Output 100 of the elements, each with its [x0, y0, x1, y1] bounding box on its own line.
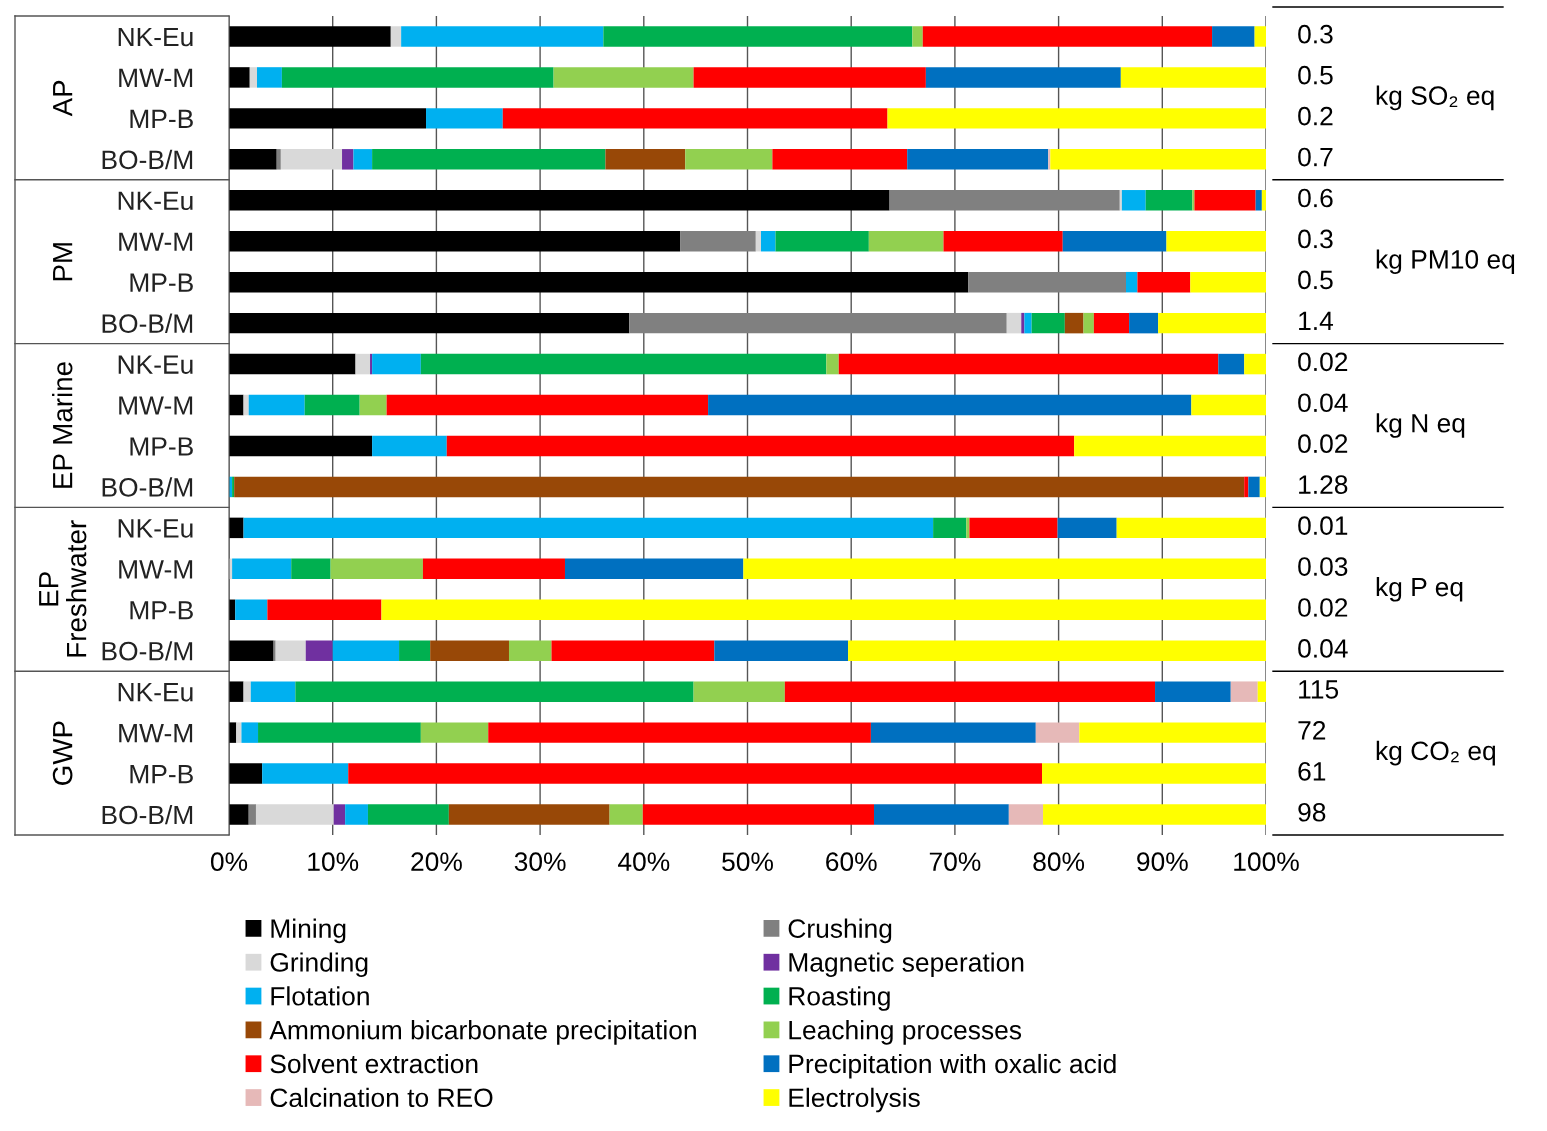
bar [708, 394, 1192, 416]
bar [1031, 312, 1065, 334]
bar [629, 312, 1007, 334]
bar [1254, 26, 1266, 47]
legend-label: Precipitation with oxalic acid [789, 1053, 1116, 1079]
y-tick-label: NK-Eu [118, 27, 193, 47]
text: kg CO₂ eq [1376, 740, 1496, 766]
bar [868, 230, 944, 252]
bar [826, 353, 839, 375]
bar [229, 67, 250, 88]
legend-label: Leaching processes [789, 1020, 1022, 1045]
bar [248, 394, 305, 416]
bar [232, 558, 292, 580]
bar [1079, 722, 1266, 743]
bar [1116, 517, 1266, 539]
legend-label: Mining [271, 918, 346, 944]
bar [229, 763, 263, 784]
bar [1255, 190, 1262, 211]
bar [273, 640, 276, 661]
bar [907, 149, 1049, 170]
text: 0.5 [1298, 65, 1333, 85]
bar [420, 353, 827, 375]
bar [430, 640, 509, 661]
bar [229, 230, 681, 252]
bar [229, 804, 249, 825]
x-tick-label: 40% [618, 852, 670, 872]
x-tick-label: 60% [826, 852, 877, 872]
x-tick-label: 0% [210, 852, 248, 872]
bar [229, 435, 373, 457]
bar [642, 804, 875, 825]
text: 0.02 [1298, 434, 1348, 454]
bar [714, 640, 849, 661]
bar [243, 394, 249, 416]
bar [333, 804, 346, 825]
bar [229, 517, 244, 539]
y-tick-label: BO-B/M [102, 313, 193, 333]
y-tick-label: MP-B [130, 437, 193, 456]
bar [241, 722, 259, 743]
bar [1048, 149, 1051, 170]
bar [743, 558, 1266, 580]
bar [968, 271, 1127, 293]
y-tick-label: NK-Eu [118, 519, 193, 538]
bar [446, 435, 1075, 457]
bar [772, 149, 908, 170]
y-tick-label: BO-B/M [102, 149, 193, 170]
legend-label: Roasting [789, 986, 890, 1011]
bar [1024, 312, 1032, 334]
bar [1129, 312, 1159, 334]
bar [887, 108, 1266, 129]
bar [330, 558, 423, 580]
text: kg P eq [1376, 577, 1463, 602]
bar [348, 763, 1043, 784]
bar [448, 804, 610, 825]
bar [229, 108, 427, 129]
bar [1074, 435, 1266, 457]
bar [236, 722, 242, 743]
bar [922, 26, 1213, 47]
bar [229, 271, 969, 293]
bar [229, 149, 277, 170]
bar [229, 353, 356, 375]
bar [372, 435, 447, 457]
x-tick-label: 50% [722, 852, 773, 872]
bar [1218, 353, 1245, 375]
bar [1191, 394, 1266, 416]
bar [760, 230, 776, 252]
text: 0.04 [1298, 393, 1348, 413]
x-tick-label: 100% [1234, 852, 1299, 872]
bar [305, 640, 333, 661]
text: 0.3 [1298, 229, 1333, 249]
bar [693, 681, 785, 702]
bar [342, 149, 354, 170]
bar [243, 517, 934, 539]
bar [874, 804, 1009, 825]
bar [1035, 722, 1080, 743]
bar [295, 681, 694, 702]
bar [966, 517, 970, 539]
bar [1083, 312, 1094, 334]
bar [551, 640, 715, 661]
x-tick-label: 90% [1137, 852, 1188, 872]
bar [401, 26, 604, 47]
text: 98 [1298, 802, 1326, 822]
bar [1194, 190, 1256, 211]
bar [1008, 804, 1044, 825]
text: 1.28 [1299, 475, 1348, 495]
bar [420, 722, 489, 743]
bar [257, 67, 282, 88]
bar [426, 108, 503, 129]
text: AP [53, 80, 73, 117]
bar [564, 558, 744, 580]
bar [605, 149, 686, 170]
bar [1244, 353, 1266, 375]
bar [1120, 67, 1266, 88]
y-tick-label: MP-B [130, 273, 193, 292]
bar [755, 230, 761, 252]
bar [1050, 149, 1266, 170]
bar [229, 640, 274, 661]
bar [229, 394, 244, 416]
text: 72 [1298, 721, 1326, 740]
bar [1057, 517, 1117, 539]
bar [276, 149, 281, 170]
